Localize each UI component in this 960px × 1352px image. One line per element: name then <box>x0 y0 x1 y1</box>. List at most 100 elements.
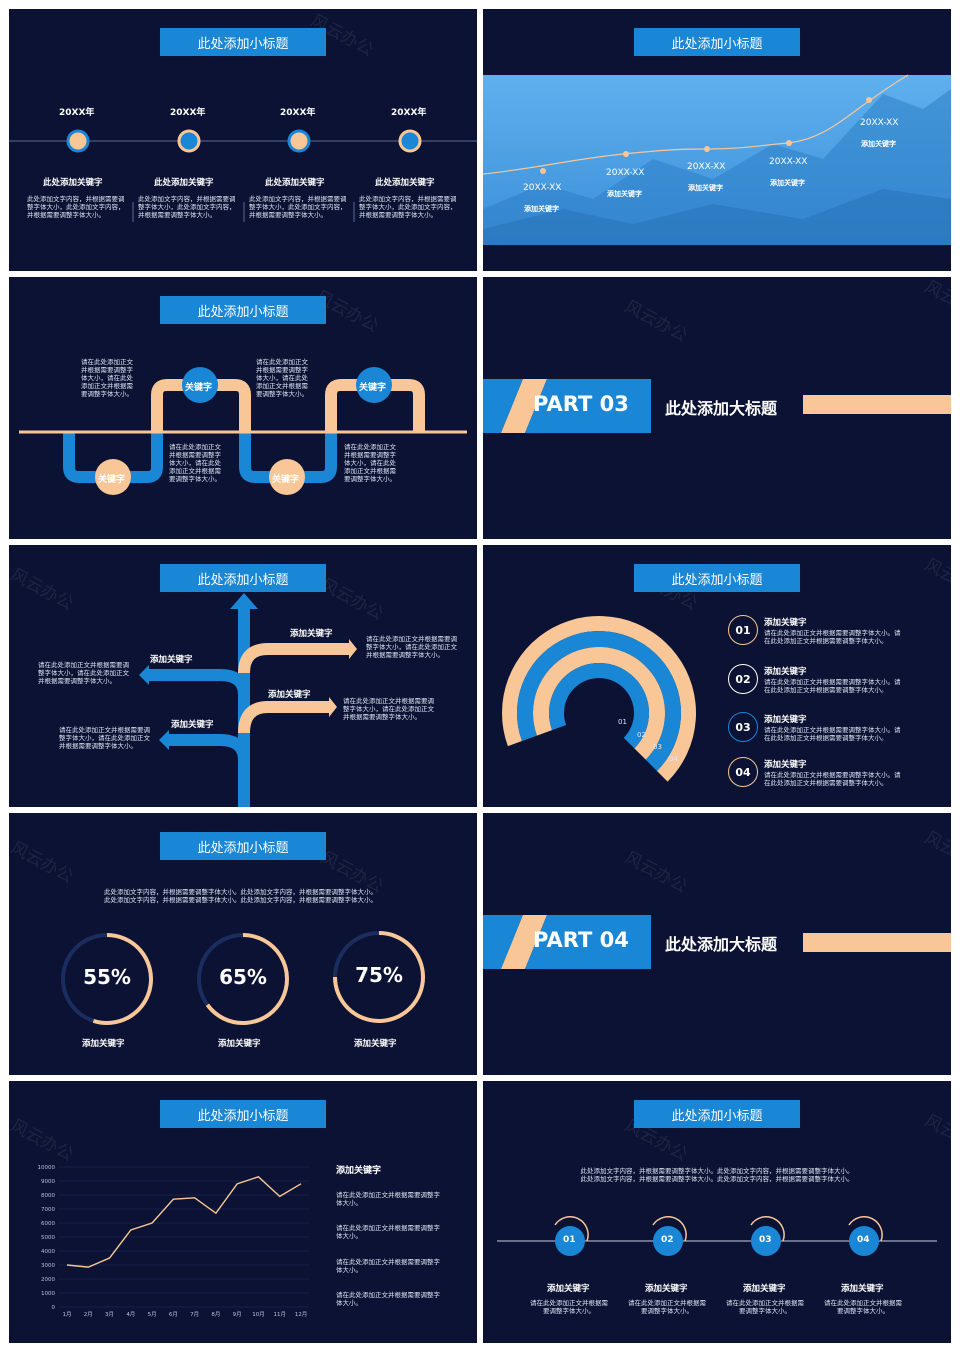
y-tick-label: 3000 <box>41 1263 55 1269</box>
part-number: PART 03 <box>533 392 629 416</box>
mountain-image <box>483 74 951 245</box>
steps-graphic <box>497 1216 937 1256</box>
x-tick-label: 9月 <box>233 1311 242 1318</box>
part-number: PART 04 <box>533 928 629 952</box>
item-text: 此处添加文字内容，并根据需要调整字体大小，此处添加文字内容，并根据需要调整字体大… <box>359 195 457 219</box>
item-title: 此处添加关键字 <box>43 178 103 188</box>
point-date: 20XX-XX <box>860 118 899 128</box>
arc-item-text: 请在此处添加正文并根据需要调整字体大小。请在此处添加正文并根据需要调整字体大小。 <box>764 771 901 787</box>
arc-label: 03 <box>653 743 662 751</box>
y-tick-label: 10000 <box>38 1165 56 1171</box>
intro-text: 此处添加文字内容，并根据需要调整字体大小。此处添加文字内容，并根据需要调整字体大… <box>580 1167 854 1183</box>
slide-part-03: 风云办公 风云办公 PART 03 此处添加大标题 <box>483 277 951 539</box>
year-label: 20XX年 <box>170 108 206 118</box>
x-tick-label: 11月 <box>273 1311 286 1318</box>
ring-caption: 添加关键字 <box>218 1039 261 1049</box>
series-line <box>66 1176 302 1268</box>
timeline-graphic <box>9 129 477 222</box>
timeline-dot <box>287 129 311 153</box>
slide-subtitle: 此处添加小标题 <box>160 1100 326 1128</box>
arc-band <box>517 631 681 771</box>
slide-subtitle: 此处添加小标题 <box>160 28 326 56</box>
y-tick-label: 9000 <box>41 1179 55 1185</box>
arrow-title: 添加关键字 <box>268 690 311 700</box>
arc-item-text: 请在此处添加正文并根据需要调整字体大小。请在此处添加正文并根据需要调整字体大小。 <box>764 678 901 694</box>
wave-text: 请在此处添加正文并根据需要调整字体大小，请在此处添加正文并根据需要调整字体大小。 <box>169 443 221 483</box>
num-circle: 03 <box>728 712 758 742</box>
slide-arcs: 风云办公 风云办公 此处添加小标题 01 02 03 04 01 添加关键字 请… <box>483 545 951 807</box>
y-tick-label: 2000 <box>41 1277 55 1283</box>
arc-item-title: 添加关键字 <box>764 760 807 770</box>
point-date: 20XX-XX <box>687 162 726 172</box>
arc-item-text: 请在此处添加正文并根据需要调整字体大小。请在此处添加正文并根据需要调整字体大小。 <box>764 726 901 742</box>
x-tick-label: 4月 <box>126 1311 135 1318</box>
timeline-dot <box>398 129 422 153</box>
wave-graphic <box>19 367 467 495</box>
wave-text: 请在此处添加正文并根据需要调整字体大小，请在此处添加正文并根据需要调整字体大小。 <box>256 358 308 398</box>
point-label: 添加关键字 <box>524 205 559 213</box>
key-label: 关键字 <box>359 383 387 393</box>
chart-side-text: 请在此处添加正文并根据需要调整字体大小。 <box>336 1191 440 1207</box>
ring-progress <box>205 933 289 1025</box>
section-title: 此处添加大标题 <box>665 935 778 954</box>
arc-item-title: 添加关键字 <box>764 618 807 628</box>
intro-text: 此处添加文字内容，并根据需要调整字体大小。此处添加文字内容，并根据需要调整字体大… <box>104 888 377 904</box>
point-date: 20XX-XX <box>769 157 808 167</box>
slide-timeline: 风云办公 此处添加小标题 20XX年 20XX年 20XX年 20XX年 此处添… <box>9 9 477 271</box>
step-title: 添加关键字 <box>547 1284 590 1294</box>
arrow-text: 请在此处添加正文并根据需要调整字体大小，请在此处添加正文并根据需要调整字体大小。 <box>366 635 457 659</box>
point-label: 添加关键字 <box>861 140 896 148</box>
arc-band <box>502 616 696 782</box>
y-tick-label: 0 <box>52 1305 56 1311</box>
chart-side-title: 添加关键字 <box>336 1166 382 1176</box>
y-tick-label: 6000 <box>41 1221 55 1227</box>
step-title: 添加关键字 <box>645 1284 688 1294</box>
x-tick-label: 10月 <box>252 1311 265 1318</box>
num-circle: 02 <box>728 664 758 694</box>
slide-wave-process: 风云办公 此处添加小标题 关键字 关键字 关键字 关键字 请在此处添加正文并根据… <box>9 277 477 539</box>
y-tick-label: 8000 <box>41 1193 55 1199</box>
key-label: 关键字 <box>185 383 213 393</box>
slide-arrows: 风云办公 风云办公 此处添加小标题 添加关键字 添加关键字 添加关键字 添加关键… <box>9 545 477 807</box>
step-title: 添加关键字 <box>743 1284 786 1294</box>
x-tick-label: 8月 <box>211 1311 220 1318</box>
num-circle: 01 <box>728 615 758 645</box>
ring-progress <box>92 933 153 1025</box>
arrow-text: 请在此处添加正文并根据需要调整字体大小，请在此处添加正文并根据需要调整字体大小。 <box>343 697 434 721</box>
ring-caption: 添加关键字 <box>354 1039 397 1049</box>
wave-text: 请在此处添加正文并根据需要调整字体大小，请在此处添加正文并根据需要调整字体大小。 <box>81 358 133 398</box>
item-text: 此处添加文字内容，并根据需要调整字体大小，此处添加文字内容，并根据需要调整字体大… <box>249 195 347 219</box>
slide-subtitle: 此处添加小标题 <box>160 296 326 324</box>
step-number: 04 <box>857 1235 870 1245</box>
arrow-text: 请在此处添加正文并根据需要调整字体大小，请在此处添加正文并根据需要调整字体大小。 <box>38 661 129 685</box>
point-date: 20XX-XX <box>523 183 562 193</box>
step-text: 请在此处添加正文并根据需要调整字体大小。 <box>530 1299 608 1315</box>
x-tick-label: 6月 <box>169 1311 178 1318</box>
wave-text: 请在此处添加正文并根据需要调整字体大小，请在此处添加正文并根据需要调整字体大小。 <box>344 443 396 483</box>
arrow-title: 添加关键字 <box>290 629 333 639</box>
slide-rings: 风云办公 风云办公 此处添加小标题 此处添加文字内容，并根据需要调整字体大小。此… <box>9 813 477 1075</box>
ring-value: 55% <box>83 965 131 989</box>
x-tick-label: 1月 <box>63 1311 72 1318</box>
slide-line-chart: 风云办公 此处添加小标题 0 1000 2000 3000 4000 5000 6000 70… <box>9 1081 477 1343</box>
item-title: 此处添加关键字 <box>265 178 325 188</box>
x-tick-label: 3月 <box>105 1311 114 1318</box>
ring-charts <box>61 931 425 1025</box>
slide-subtitle: 此处添加小标题 <box>634 564 800 592</box>
y-tick-label: 7000 <box>41 1207 55 1213</box>
num-circle: 04 <box>728 757 758 787</box>
x-tick-label: 2月 <box>84 1311 93 1318</box>
line-chart: 0 1000 2000 3000 4000 5000 6000 7000 8000 9000 100… <box>38 1165 309 1318</box>
item-text: 此处添加文字内容，并根据需要调整字体大小，此处添加文字内容，并根据需要调整字体大… <box>27 195 125 219</box>
arrow-title: 添加关键字 <box>150 655 193 665</box>
slide-subtitle: 此处添加小标题 <box>160 564 326 592</box>
slide-subtitle: 此处添加小标题 <box>634 1100 800 1128</box>
step-number: 02 <box>661 1235 674 1245</box>
item-text: 此处添加文字内容，并根据需要调整字体大小，此处添加文字内容，并根据需要调整字体大… <box>138 195 236 219</box>
timeline-dot <box>66 129 90 153</box>
arc-band <box>549 663 649 749</box>
arc-item-text: 请在此处添加正文并根据需要调整字体大小。请在此处添加正文并根据需要调整字体大小。 <box>764 629 901 645</box>
arc-band <box>533 647 665 760</box>
slide-part-04: 风云办公 风云办公 PART 04 此处添加大标题 <box>483 813 951 1075</box>
slide-subtitle: 此处添加小标题 <box>634 28 800 56</box>
